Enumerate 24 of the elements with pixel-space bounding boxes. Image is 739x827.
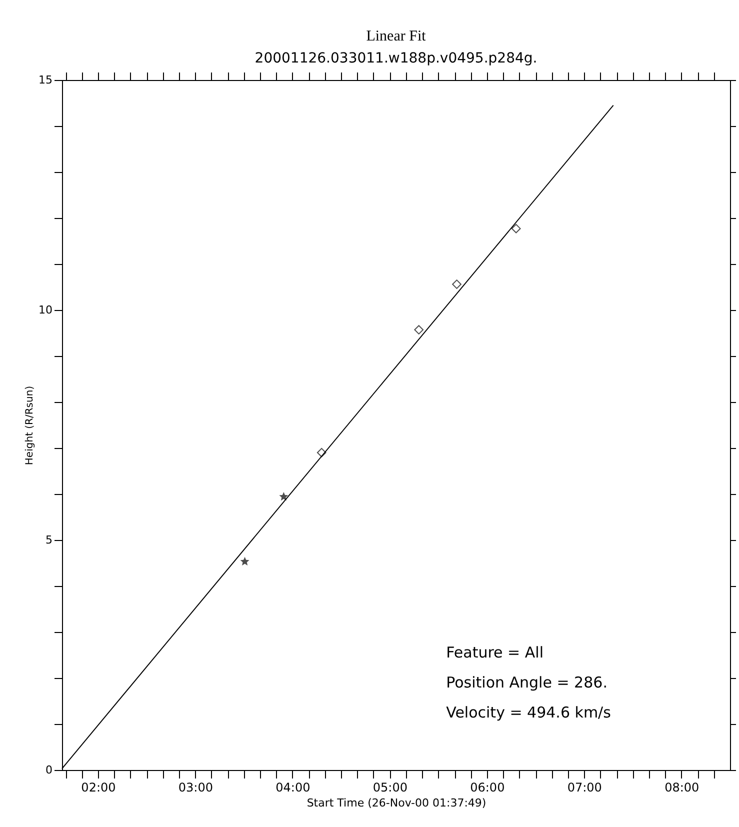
- point: [316, 448, 326, 458]
- y-tick-label: 15: [38, 74, 52, 86]
- y-tick-label: 10: [38, 304, 52, 316]
- x-tick-label: 07:00: [567, 780, 602, 794]
- point: [452, 280, 462, 289]
- x-tick-label: 05:00: [372, 780, 408, 794]
- y-axis-title: Height (R/Rsun): [24, 386, 36, 466]
- chart-title: Linear Fit: [366, 28, 427, 44]
- point: [511, 224, 521, 234]
- annotation: Position Angle = 286.: [446, 674, 608, 692]
- x-tick-label: 03:00: [178, 780, 214, 794]
- x-axis-title: Start Time (26-Nov-00 01:37:49): [306, 796, 486, 810]
- x-tick-label: 06:00: [470, 780, 505, 794]
- y-tick-label: 0: [46, 764, 52, 776]
- point: [240, 556, 250, 566]
- y-tick-label: 5: [46, 534, 52, 546]
- annotation: Feature = All: [446, 644, 544, 662]
- chart-subtitle: 20001126.033011.w188p.v0495.p284g.: [254, 50, 538, 66]
- x-tick-label: 08:00: [664, 780, 700, 794]
- x-tick-label: 04:00: [276, 780, 310, 794]
- annotation: Velocity = 494.6 km/s: [446, 704, 612, 722]
- point: [279, 492, 288, 501]
- point: [414, 325, 424, 334]
- x-tick-label: 02:00: [81, 780, 116, 794]
